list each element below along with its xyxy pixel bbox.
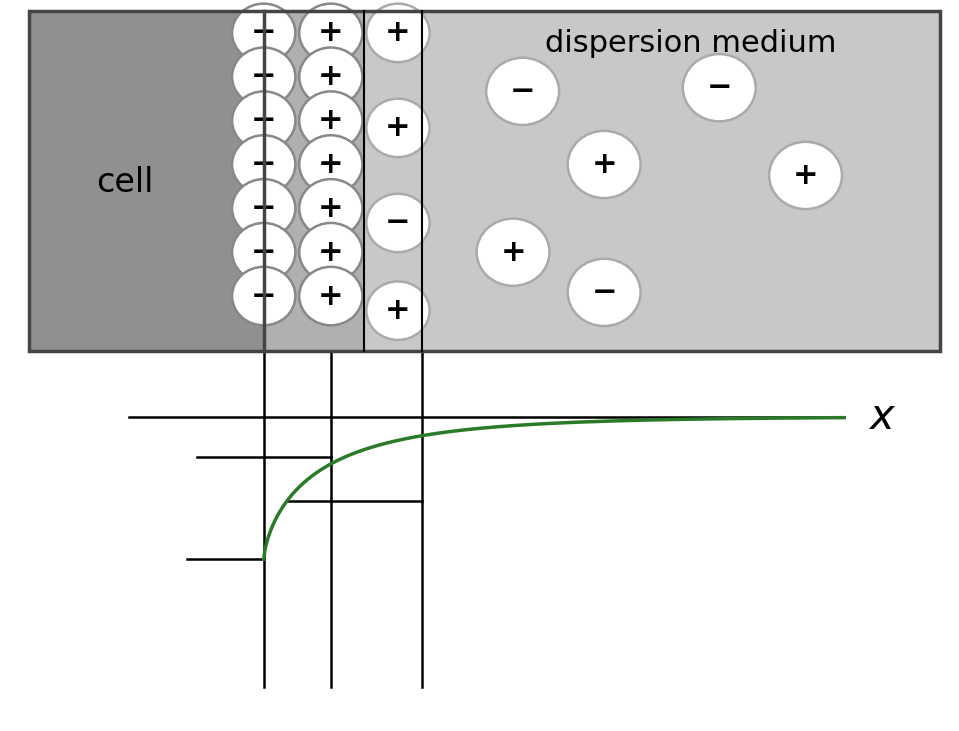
Ellipse shape: [683, 54, 756, 121]
Text: −: −: [251, 18, 276, 48]
Text: +: +: [318, 18, 343, 48]
Bar: [29, 11, 940, 351]
Text: −: −: [251, 150, 276, 179]
Ellipse shape: [477, 219, 550, 286]
Text: −: −: [251, 238, 276, 267]
Text: −: −: [251, 106, 276, 135]
Text: +: +: [386, 296, 410, 325]
Ellipse shape: [299, 135, 363, 194]
Ellipse shape: [299, 48, 363, 106]
Ellipse shape: [568, 259, 641, 326]
Text: +: +: [501, 238, 526, 267]
Ellipse shape: [769, 142, 842, 209]
Ellipse shape: [232, 48, 295, 106]
Text: +: +: [318, 194, 343, 223]
Text: cell: cell: [96, 166, 153, 200]
Ellipse shape: [232, 135, 295, 194]
Ellipse shape: [232, 4, 295, 62]
Ellipse shape: [299, 179, 363, 238]
Ellipse shape: [366, 194, 430, 252]
Ellipse shape: [232, 179, 295, 238]
Text: −: −: [251, 62, 276, 91]
Text: −: −: [510, 77, 535, 106]
Text: +: +: [386, 113, 410, 143]
Text: dispersion medium: dispersion medium: [545, 29, 836, 58]
Text: +: +: [386, 18, 410, 48]
Text: +: +: [318, 238, 343, 267]
Text: +: +: [318, 106, 343, 135]
Ellipse shape: [486, 58, 559, 125]
Bar: [264, 11, 364, 351]
Text: +: +: [793, 161, 818, 190]
Text: −: −: [251, 194, 276, 223]
Ellipse shape: [366, 99, 430, 157]
Ellipse shape: [568, 131, 641, 198]
Ellipse shape: [299, 267, 363, 325]
Text: +: +: [318, 150, 343, 179]
Text: −: −: [386, 208, 410, 238]
Ellipse shape: [366, 4, 430, 62]
Text: +: +: [318, 62, 343, 91]
Ellipse shape: [299, 4, 363, 62]
Text: −: −: [251, 281, 276, 311]
Ellipse shape: [366, 281, 430, 340]
Text: $\mathit{x}$: $\mathit{x}$: [868, 395, 897, 438]
Ellipse shape: [299, 91, 363, 150]
Ellipse shape: [232, 267, 295, 325]
Bar: [29, 11, 264, 351]
Ellipse shape: [299, 223, 363, 281]
Bar: [29, 11, 940, 351]
Text: −: −: [707, 73, 732, 102]
Ellipse shape: [232, 91, 295, 150]
Ellipse shape: [232, 223, 295, 281]
Text: +: +: [318, 281, 343, 311]
Text: +: +: [592, 150, 617, 179]
Text: −: −: [592, 278, 617, 307]
